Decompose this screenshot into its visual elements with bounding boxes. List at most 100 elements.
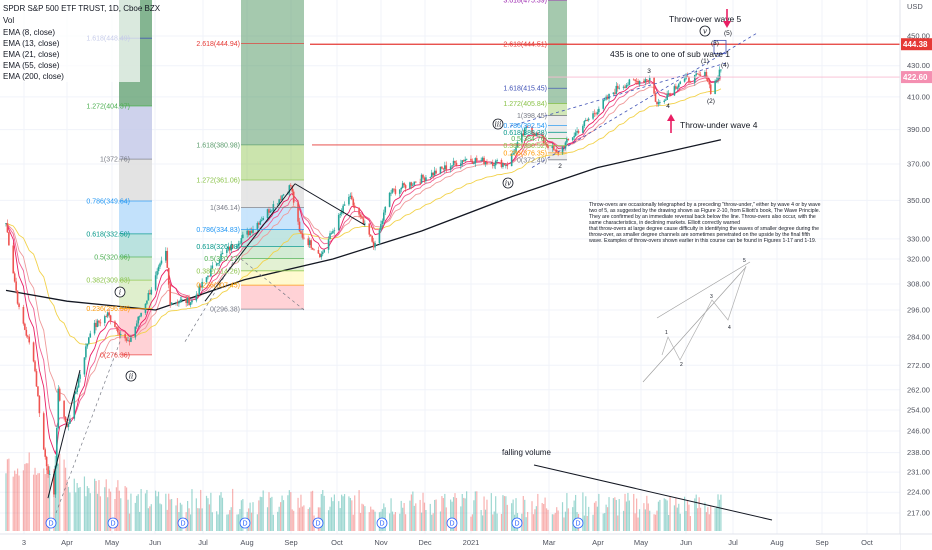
candle-body xyxy=(632,79,635,81)
candle-body xyxy=(87,337,90,344)
volume-bar xyxy=(261,497,263,531)
candle-body xyxy=(321,252,324,255)
candle-body xyxy=(398,189,401,194)
fib-zone xyxy=(119,257,152,281)
candle-body xyxy=(677,84,680,88)
volume-bar xyxy=(486,499,488,531)
volume-bar xyxy=(230,507,232,531)
volume-bar xyxy=(452,497,455,531)
candle-body xyxy=(664,99,667,101)
candle-body xyxy=(53,473,55,495)
volume-bar xyxy=(371,509,373,531)
volume-bar xyxy=(300,494,302,531)
volume-bar xyxy=(541,502,543,531)
volume-bar xyxy=(654,514,657,531)
candle-body xyxy=(167,267,170,285)
fib-level-label: 1.618(415.45) xyxy=(503,86,547,93)
candle-body xyxy=(54,465,57,495)
wave-label-minor: 2 xyxy=(558,163,562,170)
candle-body xyxy=(291,185,294,192)
candle-body xyxy=(441,166,443,169)
candle-body xyxy=(146,300,148,304)
dividend-marker: D xyxy=(48,521,53,528)
candle-body xyxy=(117,327,119,333)
candle-body xyxy=(98,320,100,323)
candle-body xyxy=(176,302,179,304)
volume-bar xyxy=(359,512,362,531)
candle-body xyxy=(67,423,70,427)
candle-body xyxy=(566,138,568,143)
volume-bar xyxy=(229,510,231,531)
candle-body xyxy=(28,336,31,343)
volume-bar xyxy=(27,463,29,531)
volume-bar xyxy=(572,507,574,531)
candle-body xyxy=(96,320,99,327)
legend-ema-8: EMA (8, close) xyxy=(3,28,55,37)
candle-body xyxy=(371,235,373,242)
candle-body xyxy=(289,185,292,186)
legend-ema-21: EMA (21, close) xyxy=(3,50,60,59)
projection-line xyxy=(184,258,236,342)
volume-bar xyxy=(341,494,343,531)
price-tag-box xyxy=(901,38,932,51)
candle-body xyxy=(494,160,497,166)
candle-body xyxy=(191,300,193,303)
dividend-marker-ring xyxy=(511,517,523,529)
candle-body xyxy=(150,289,153,295)
candle-body xyxy=(606,96,609,99)
candle-body xyxy=(574,132,577,136)
candle-body xyxy=(554,149,557,151)
candle-body xyxy=(532,133,535,135)
candle-body xyxy=(659,102,661,103)
volume-bar xyxy=(390,498,392,531)
candle-body xyxy=(561,146,564,154)
volume-bar xyxy=(125,487,128,531)
candle-body xyxy=(637,81,639,85)
candle-body xyxy=(587,118,590,121)
time-axis[interactable] xyxy=(0,534,900,550)
candle-body xyxy=(460,163,462,166)
candle-body xyxy=(135,323,138,327)
candle-body xyxy=(404,185,407,189)
candle-body xyxy=(491,162,494,166)
volume-bar xyxy=(322,490,324,531)
sketch-label: 3 xyxy=(710,294,713,300)
candle-body xyxy=(159,263,161,267)
fib-zone xyxy=(119,105,152,160)
volume-bar xyxy=(281,495,283,531)
x-tick-label: Aug xyxy=(240,538,253,547)
candle-body xyxy=(140,312,142,317)
candle-body xyxy=(353,205,356,208)
x-tick-label: Dec xyxy=(418,538,432,547)
volume-bar xyxy=(293,510,295,531)
candle-body xyxy=(420,174,423,183)
price-axis[interactable] xyxy=(900,0,932,550)
candle-body xyxy=(119,334,122,335)
volume-bar xyxy=(503,496,506,531)
volume-bar xyxy=(147,508,149,531)
volume-bar xyxy=(512,499,514,531)
volume-bar xyxy=(237,514,240,531)
volume-bar xyxy=(34,467,36,531)
volume-bar xyxy=(146,489,148,531)
volume-bar xyxy=(309,507,311,531)
candle-body xyxy=(502,163,504,167)
candle-body xyxy=(134,326,137,338)
volume-bar xyxy=(714,508,716,531)
volume-bar xyxy=(666,500,668,531)
candle-body xyxy=(372,241,375,248)
y-tick-label: 430.00 xyxy=(907,61,930,70)
volume-bar xyxy=(127,499,129,531)
candle-body xyxy=(393,188,395,190)
volume-bar xyxy=(557,510,559,531)
volume-bar xyxy=(6,459,9,531)
fib-level-label: 0(276.36) xyxy=(100,352,130,359)
sketch-wave-path xyxy=(661,265,747,361)
candle-body xyxy=(483,157,485,165)
volume-bar xyxy=(259,496,261,531)
volume-bar xyxy=(615,499,617,531)
volume-bar xyxy=(358,490,360,531)
volume-bar xyxy=(150,504,152,531)
candle-body xyxy=(608,93,610,99)
